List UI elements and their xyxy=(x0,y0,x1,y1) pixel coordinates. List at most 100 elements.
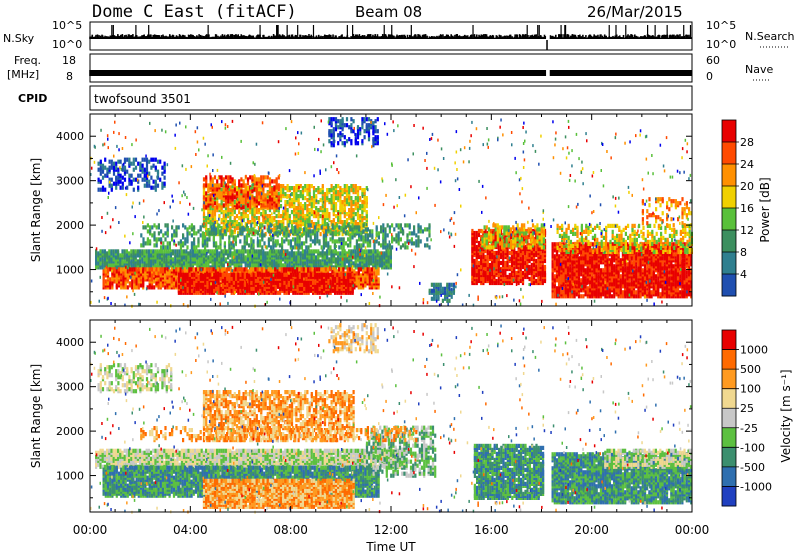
heatmap-cell xyxy=(139,263,141,267)
heatmap-cell xyxy=(258,253,260,257)
heatmap-cell xyxy=(349,273,351,277)
heatmap-cell xyxy=(305,281,307,285)
heatmap-cell xyxy=(339,251,341,255)
heatmap-cell xyxy=(322,249,324,253)
heatmap-cell xyxy=(109,160,111,164)
heatmap-cell xyxy=(120,186,122,190)
power-heatmap xyxy=(90,117,693,308)
heatmap-cell xyxy=(95,255,97,259)
heatmap-cell xyxy=(214,249,216,253)
heatmap-cell xyxy=(289,263,291,267)
heatmap-cell xyxy=(108,249,110,253)
heatmap-cell xyxy=(249,249,251,253)
heatmap-cell xyxy=(163,249,165,253)
heatmap-cell xyxy=(187,273,189,277)
heatmap-cell xyxy=(286,285,288,289)
heatmap-cell xyxy=(159,249,161,253)
heatmap-cell xyxy=(172,249,174,253)
heatmap-cell xyxy=(373,267,375,271)
heatmap-cell xyxy=(175,267,177,271)
heatmap-cell xyxy=(307,267,309,271)
heatmap-cell xyxy=(257,285,259,289)
heatmap-cell xyxy=(372,255,374,259)
heatmap-cell xyxy=(174,253,176,257)
heatmap-cell xyxy=(127,273,129,277)
heatmap-cell xyxy=(109,166,111,170)
heatmap-cell xyxy=(323,267,325,271)
heatmap-cell xyxy=(99,261,101,265)
heatmap-cell xyxy=(319,251,321,255)
heatmap-cell xyxy=(102,249,104,253)
heatmap-cell xyxy=(355,253,357,257)
heatmap-cell xyxy=(165,249,167,253)
heatmap-cell xyxy=(184,287,186,291)
heatmap-cell xyxy=(256,210,258,214)
heatmap-cell xyxy=(176,249,178,253)
heatmap-cell xyxy=(254,218,256,222)
heatmap-cell xyxy=(275,253,277,257)
heatmap-cell xyxy=(137,162,139,166)
heatmap-cell xyxy=(144,184,146,188)
heatmap-cell xyxy=(332,275,334,279)
heatmap-cell xyxy=(114,279,116,283)
heatmap-cell xyxy=(344,249,346,253)
heatmap-cell xyxy=(257,273,259,277)
heatmap-cell xyxy=(212,249,214,253)
heatmap-cell xyxy=(130,249,132,253)
heatmap-cell xyxy=(297,249,299,253)
heatmap-cell xyxy=(128,182,130,186)
heatmap-cell xyxy=(113,253,115,257)
heatmap-cell xyxy=(220,253,222,257)
freq-label-1: Freq. xyxy=(14,54,41,67)
heatmap-cell xyxy=(355,249,357,253)
heatmap-cell xyxy=(275,287,277,291)
heatmap-cell xyxy=(204,273,206,277)
heatmap-cell xyxy=(305,273,307,277)
heatmap-cell xyxy=(318,267,320,271)
heatmap-cell xyxy=(159,160,161,164)
heatmap-cell xyxy=(336,287,338,291)
heatmap-cell xyxy=(148,160,150,164)
heatmap-cell xyxy=(236,214,238,218)
heatmap-cell xyxy=(150,176,152,180)
heatmap-cell xyxy=(105,279,107,283)
heatmap-cell xyxy=(310,273,312,277)
heatmap-cell xyxy=(115,162,117,166)
heatmap-cell xyxy=(144,271,146,275)
heatmap-cell xyxy=(275,249,277,253)
heatmap-cell xyxy=(327,267,329,271)
heatmap-cell xyxy=(330,281,332,285)
heatmap-cell xyxy=(197,267,199,271)
heatmap-cell xyxy=(271,249,273,253)
heatmap-cell xyxy=(146,249,148,253)
heatmap-cell xyxy=(286,249,288,253)
heatmap-cell xyxy=(203,257,205,261)
heatmap-cell xyxy=(364,267,366,271)
heatmap-cell xyxy=(316,267,318,271)
heatmap-cell xyxy=(113,182,115,186)
heatmap-cell xyxy=(245,249,247,253)
heatmap-cell xyxy=(176,259,178,263)
heatmap-cell xyxy=(264,255,266,259)
heatmap-cell xyxy=(379,263,381,267)
heatmap-cell xyxy=(237,267,239,271)
heatmap-cell xyxy=(212,214,214,218)
heatmap-cell xyxy=(111,184,113,188)
heatmap-cell xyxy=(100,172,102,176)
heatmap-cell xyxy=(242,253,244,257)
heatmap-cell xyxy=(122,176,124,180)
heatmap-cell xyxy=(290,273,292,277)
heatmap-cell xyxy=(283,273,285,277)
heatmap-cell xyxy=(372,259,374,263)
heatmap-cell xyxy=(360,273,362,277)
heatmap-cell xyxy=(352,249,354,253)
heatmap-cell xyxy=(273,249,275,253)
heatmap-cell xyxy=(253,277,255,281)
heatmap-cell xyxy=(206,285,208,289)
heatmap-cell xyxy=(209,273,211,277)
heatmap-cell xyxy=(317,249,319,253)
heatmap-cell xyxy=(204,267,206,271)
heatmap-cell xyxy=(109,267,111,271)
heatmap-cell xyxy=(117,160,119,164)
heatmap-cell xyxy=(362,269,364,273)
